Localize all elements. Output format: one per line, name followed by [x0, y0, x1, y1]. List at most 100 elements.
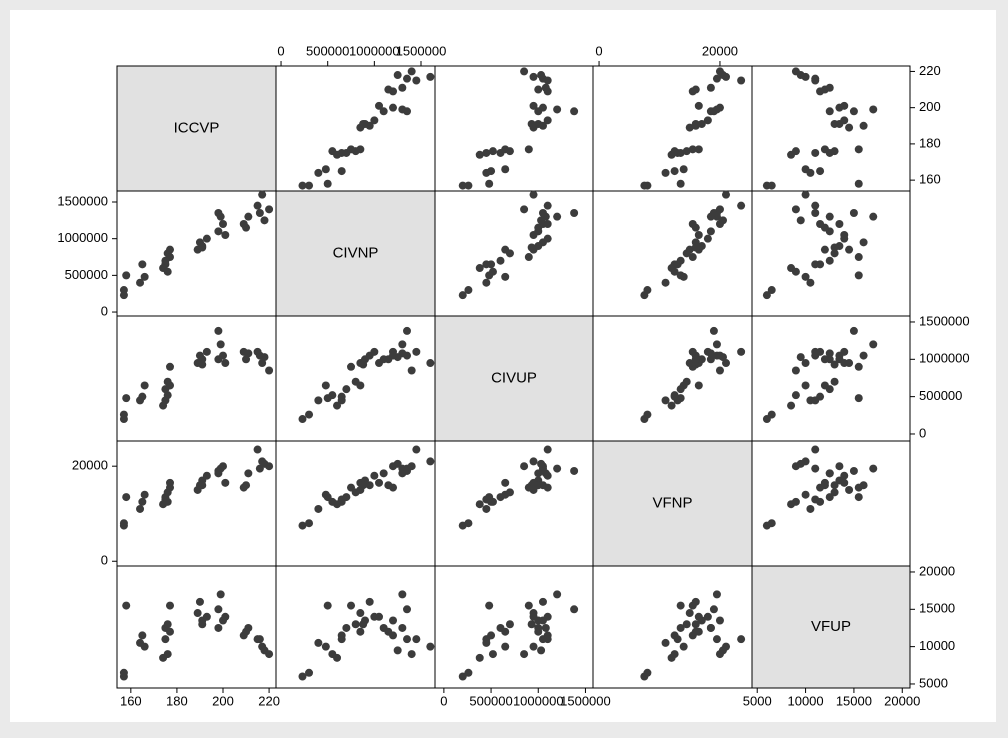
point: [791, 462, 800, 471]
x-tick-label: 10000: [787, 693, 823, 708]
point: [854, 394, 863, 403]
point: [718, 216, 727, 225]
point: [347, 601, 356, 610]
point: [501, 165, 510, 174]
y-tick-label: 10000: [919, 638, 955, 653]
point: [342, 623, 351, 632]
point: [685, 245, 694, 254]
y-tick-label: 5000: [919, 675, 948, 690]
cell: [592, 315, 753, 442]
y-tick-label: 1500000: [919, 313, 970, 328]
point: [122, 493, 131, 502]
point: [488, 650, 497, 659]
point: [543, 483, 552, 492]
point: [835, 220, 844, 229]
point: [679, 272, 688, 281]
point: [485, 179, 494, 188]
point: [527, 119, 536, 128]
point: [767, 181, 776, 190]
diagonal-cell: [116, 65, 277, 192]
point: [398, 590, 407, 599]
y-tick-label: 160: [919, 172, 941, 187]
point: [801, 272, 810, 281]
point: [854, 179, 863, 188]
point: [682, 377, 691, 386]
point: [260, 216, 269, 225]
point: [384, 627, 393, 636]
point: [541, 83, 550, 92]
point: [737, 347, 746, 356]
point: [496, 493, 505, 502]
point: [356, 609, 365, 618]
point: [849, 107, 858, 116]
cell: [434, 65, 594, 192]
point: [527, 620, 536, 629]
point: [820, 223, 829, 232]
point: [323, 601, 332, 610]
x-tick-label: 5000: [743, 693, 772, 708]
point: [221, 478, 230, 487]
point: [529, 642, 538, 651]
point: [163, 497, 172, 506]
y-tick-label: 1000000: [919, 351, 970, 366]
point: [791, 267, 800, 276]
point: [216, 340, 225, 349]
point: [830, 249, 839, 258]
point: [667, 401, 676, 410]
point: [715, 616, 724, 625]
point: [825, 212, 834, 221]
point: [265, 366, 274, 375]
point: [691, 597, 700, 606]
point: [333, 401, 342, 410]
point: [811, 201, 820, 210]
point: [840, 359, 849, 368]
cell: [434, 565, 594, 689]
cell: [275, 65, 436, 192]
point: [161, 635, 170, 644]
point: [524, 601, 533, 610]
point: [796, 353, 805, 362]
point: [198, 620, 207, 629]
point: [676, 148, 685, 157]
point: [501, 478, 510, 487]
point: [737, 201, 746, 210]
point: [221, 612, 230, 621]
x-tick-label: 220: [258, 693, 280, 708]
point: [321, 381, 330, 390]
point: [527, 243, 536, 252]
point: [712, 635, 721, 644]
point: [537, 646, 546, 655]
point: [830, 360, 839, 369]
point: [138, 392, 147, 401]
point: [244, 469, 253, 478]
point: [198, 243, 207, 252]
point: [475, 264, 484, 273]
point: [840, 471, 849, 480]
point: [706, 227, 715, 236]
point: [426, 457, 435, 466]
cell: [751, 440, 911, 567]
point: [854, 271, 863, 280]
point: [122, 271, 131, 280]
point: [830, 481, 839, 490]
point: [244, 212, 253, 221]
point: [136, 278, 145, 287]
point: [553, 464, 562, 473]
point: [138, 497, 147, 506]
point: [488, 147, 497, 156]
point: [119, 519, 128, 528]
point: [520, 462, 529, 471]
point: [305, 668, 314, 677]
point: [830, 147, 839, 156]
point: [379, 107, 388, 116]
point: [393, 353, 402, 362]
x-tick-label: 1000000: [513, 693, 564, 708]
point: [820, 381, 829, 390]
point: [407, 650, 416, 659]
point: [166, 381, 174, 390]
point: [356, 627, 365, 636]
x-tick-label: 0: [277, 43, 284, 58]
diagonal-cell: [275, 190, 436, 317]
point: [520, 67, 529, 76]
